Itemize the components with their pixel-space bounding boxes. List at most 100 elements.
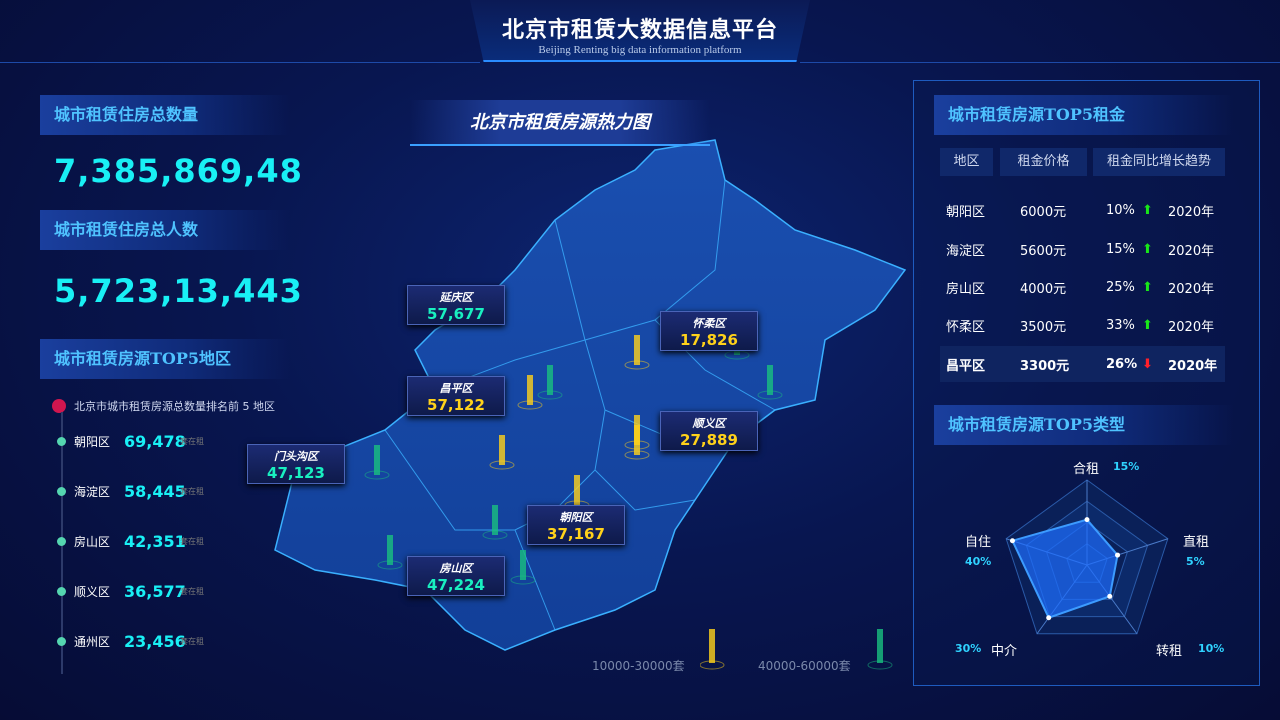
legend-icons — [700, 629, 893, 670]
arrow-up-icon: ⬆ — [1142, 279, 1153, 295]
rent-year: 2020年 — [1168, 243, 1215, 259]
bullet-icon — [57, 486, 66, 496]
header: 北京市租赁大数据信息平台 Beijing Renting big data in… — [0, 0, 1280, 62]
top5-list-item: 海淀区 58,445 套在租 — [57, 481, 204, 501]
rent-growth: 33% — [1106, 317, 1135, 333]
section-title-total-housing: 城市租赁住房总数量 — [40, 95, 290, 135]
radar-axis-label: 转租 — [1156, 644, 1183, 659]
area-name: 海淀区 — [74, 484, 111, 499]
rent-table-row: 房山区 4000元 25% ⬆ 2020年 — [940, 269, 1225, 305]
legend-high-pillar-icon — [877, 629, 883, 663]
district-value: 27,889 — [680, 431, 738, 449]
header-bar — [470, 0, 810, 62]
table-header-price: 租金价格 — [1000, 148, 1087, 176]
rent-price: 5600元 — [1020, 243, 1067, 259]
rent-price: 6000元 — [1020, 204, 1067, 220]
radar-axis-label: 直租 — [1183, 535, 1210, 550]
rent-area: 昌平区 — [946, 358, 986, 374]
district-value: 17,826 — [680, 331, 738, 349]
arrow-up-icon: ⬆ — [1142, 317, 1153, 333]
area-count: 23,456 — [124, 631, 186, 651]
rent-growth: 25% — [1106, 279, 1135, 295]
rent-year: 2020年 — [1168, 319, 1215, 335]
area-count: 69,478 — [124, 431, 186, 451]
rent-area: 怀柔区 — [946, 319, 986, 335]
district-name: 门头沟区 — [274, 450, 318, 463]
rent-growth: 26% — [1106, 356, 1138, 372]
rent-table-row: 海淀区 5600元 15% ⬆ 2020年 — [940, 231, 1225, 267]
map-district-label[interactable]: 朝阳区 37,167 — [527, 505, 625, 545]
total-people-value: 5,723,13,443 — [54, 272, 303, 310]
radar-axis-label: 合租 — [1073, 462, 1100, 477]
map-district-label[interactable]: 门头沟区 47,123 — [247, 444, 345, 484]
top5-list-item: 朝阳区 69,478 套在租 — [57, 431, 204, 451]
radar-point — [1084, 517, 1090, 523]
top5-caption: 北京市城市租赁房源总数量排名前 5 地区 — [52, 398, 275, 414]
unit-label: 套在租 — [180, 536, 204, 546]
arrow-up-icon: ⬆ — [1142, 202, 1153, 218]
table-header-area: 地区 — [940, 148, 993, 176]
district-name: 房山区 — [439, 562, 473, 575]
map-district-label[interactable]: 顺义区 27,889 — [660, 411, 758, 451]
heat-pillar — [387, 535, 393, 565]
rent-area: 海淀区 — [946, 243, 986, 259]
header-divider — [800, 62, 1280, 63]
radar-point — [1046, 615, 1052, 621]
map-district-label[interactable]: 延庆区 57,677 — [407, 285, 505, 325]
heat-pillar — [547, 365, 553, 395]
rent-price: 3500元 — [1020, 319, 1067, 335]
rent-growth: 15% — [1106, 241, 1135, 257]
district-name: 顺义区 — [692, 417, 726, 430]
section-title-top5-areas: 城市租赁房源TOP5地区 — [40, 339, 290, 379]
radar-axis-percent: 15% — [1113, 460, 1140, 473]
area-name: 通州区 — [74, 634, 111, 649]
map-district-label[interactable]: 房山区 47,224 — [407, 556, 505, 596]
heat-pillar — [520, 550, 526, 580]
district-name: 延庆区 — [439, 291, 473, 304]
rent-year: 2020年 — [1168, 358, 1218, 374]
top5-list-item: 顺义区 36,577 套在租 — [57, 581, 204, 601]
heat-pillar — [574, 475, 580, 505]
section-title-top5-types: 城市租赁房源TOP5类型 — [934, 405, 1234, 445]
heat-pillar — [767, 365, 773, 395]
rent-year: 2020年 — [1168, 281, 1215, 297]
unit-label: 套在租 — [180, 486, 204, 496]
heat-pillar — [492, 505, 498, 535]
district-value: 47,224 — [427, 576, 485, 594]
bullet-icon — [57, 636, 66, 646]
page-subtitle: Beijing Renting big data information pla… — [538, 44, 742, 56]
area-name: 顺义区 — [74, 584, 111, 599]
heat-pillar — [527, 375, 533, 405]
table-header-trend: 租金同比增长趋势 — [1093, 148, 1225, 176]
area-count: 42,351 — [124, 531, 186, 551]
section-title-top5-rent: 城市租赁房源TOP5租金 — [934, 95, 1234, 135]
bullet-icon — [57, 536, 66, 546]
area-count: 36,577 — [124, 581, 186, 601]
unit-label: 套在租 — [180, 586, 204, 596]
page-title: 北京市租赁大数据信息平台 — [501, 17, 778, 43]
legend-low-pillar-icon — [709, 629, 715, 663]
map-district-label[interactable]: 怀柔区 17,826 — [660, 311, 758, 351]
unit-label: 套在租 — [180, 636, 204, 646]
district-name: 昌平区 — [439, 382, 473, 395]
district-value: 57,677 — [427, 305, 485, 323]
arrow-down-icon: ⬇ — [1142, 356, 1153, 372]
radar-point — [1115, 552, 1121, 558]
district-value: 57,122 — [427, 396, 485, 414]
radar-series-area — [1011, 518, 1119, 619]
map-title: 北京市租赁房源热力图 — [410, 100, 710, 146]
map-district-label[interactable]: 昌平区 57,122 — [407, 376, 505, 416]
bullet-icon — [57, 436, 66, 446]
section-title-total-people: 城市租赁住房总人数 — [40, 210, 290, 250]
heat-pillar — [374, 445, 380, 475]
caption-dot-icon — [52, 399, 66, 413]
area-count: 58,445 — [124, 481, 186, 501]
radar-point — [1009, 538, 1015, 544]
heat-pillar — [499, 435, 505, 465]
radar-axis-percent: 10% — [1198, 642, 1225, 655]
top5-list-item: 通州区 23,456 套在租 — [57, 631, 204, 651]
radar-chart — [1005, 479, 1169, 635]
radar-axis-label: 自住 — [965, 535, 992, 550]
rent-table-row: 怀柔区 3500元 33% ⬆ 2020年 — [940, 307, 1225, 343]
area-name: 朝阳区 — [74, 434, 111, 449]
